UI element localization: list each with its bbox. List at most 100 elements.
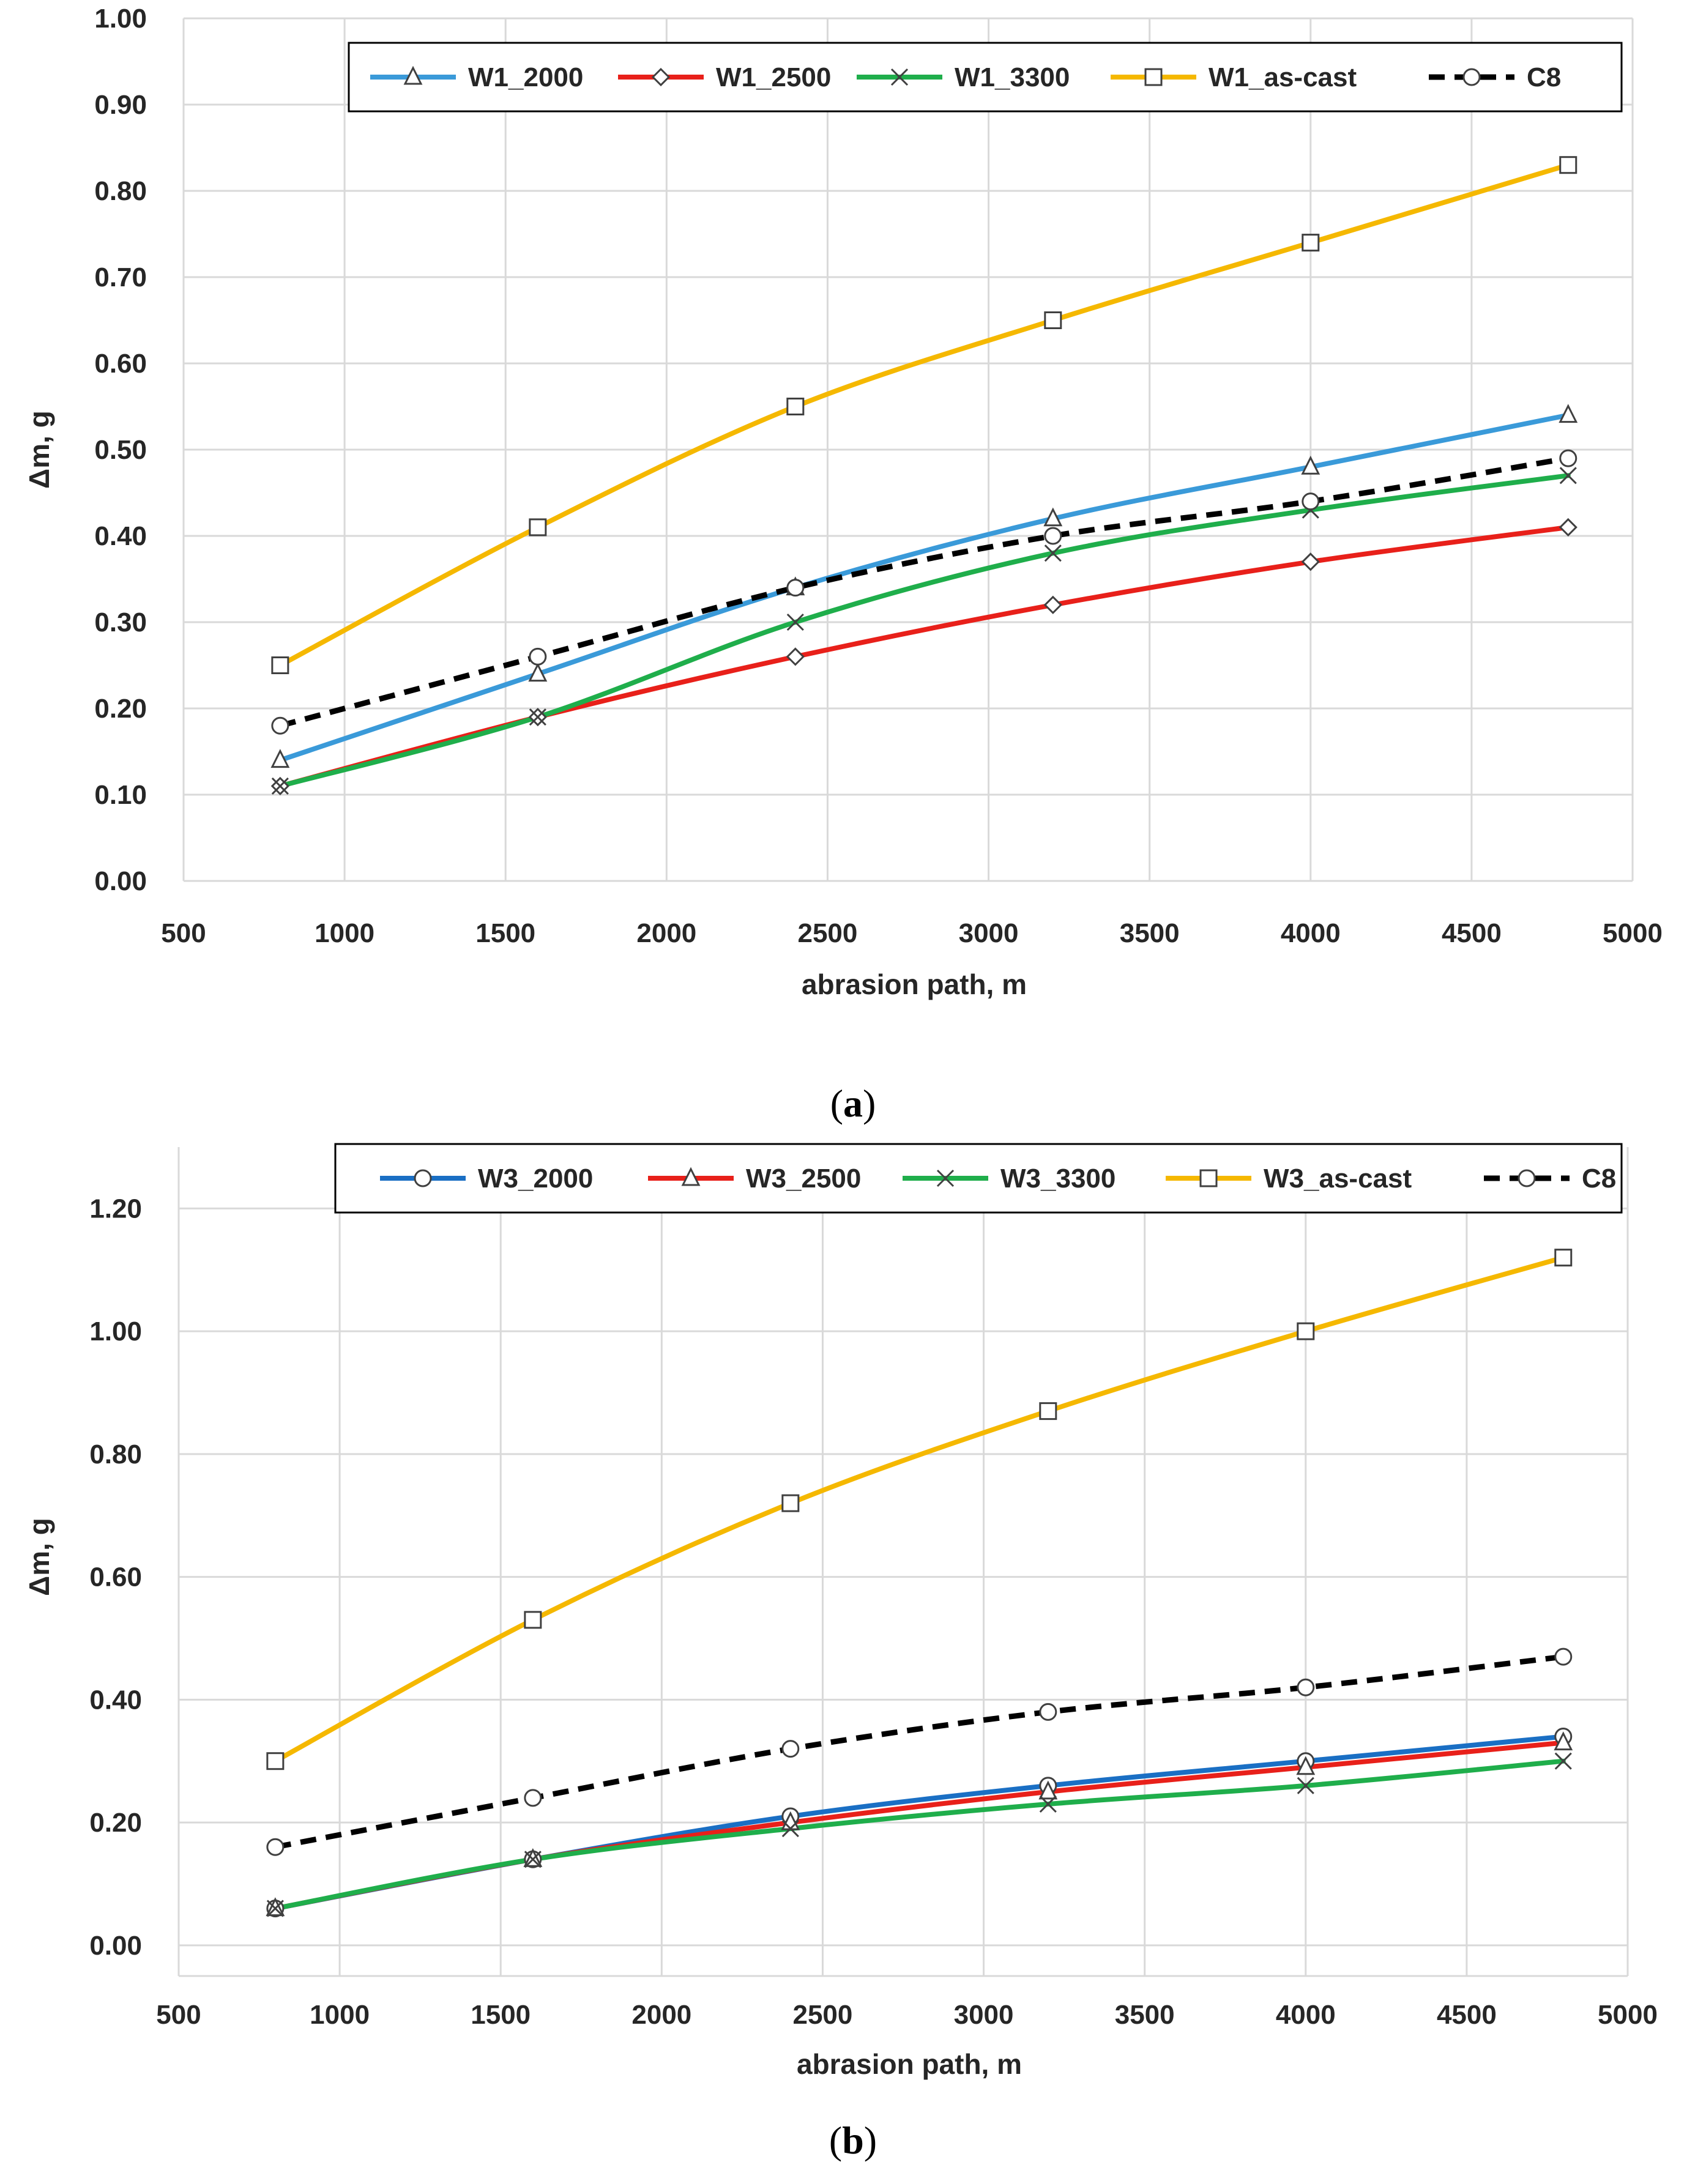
y-tick-label: 0.50 [94, 435, 147, 465]
data-point-C8 [1297, 1678, 1315, 1696]
x-tick-label: 3500 [1120, 918, 1180, 948]
legend-label: C8 [1527, 62, 1561, 92]
data-point-W1_3300 [271, 777, 289, 795]
series-line-W3_as-cast [272, 1255, 1566, 1764]
data-point-C8 [781, 1740, 800, 1758]
x-tick-label: 3500 [1115, 2000, 1175, 2030]
chart-panel-b: 0.00 0.20 0.40 0.60 0.80 1.00 1.20 500 1000 1500 2… [23, 1143, 1658, 2080]
y-tick-label: 0.20 [89, 1808, 142, 1838]
x-tick-label: 3000 [959, 918, 1019, 948]
series-line-W1_2000 [277, 412, 1571, 763]
legend-marker-W3_as-cast [1199, 1169, 1218, 1187]
y-tick-label: 0.70 [94, 262, 147, 292]
data-point-W1_as-cast [1559, 156, 1577, 174]
series-line-W1_2500 [277, 524, 1571, 789]
data-point-W3_as-cast [1297, 1322, 1315, 1340]
data-point-W1_as-cast [786, 398, 805, 415]
data-point-W1_as-cast [1044, 311, 1062, 329]
data-point-W1_2500 [786, 647, 805, 666]
legend-marker-W3_2000 [414, 1169, 432, 1187]
legend-marker-W1_2500 [651, 67, 671, 87]
series-line-W1_as-cast [277, 162, 1571, 668]
series-line-W3_3300 [272, 1758, 1566, 1911]
x-tick-label: 1500 [471, 2000, 531, 2030]
data-point-C8 [786, 579, 805, 597]
legend-label: W3_2500 [746, 1164, 861, 1194]
data-point-C8 [271, 716, 289, 735]
data-point-W1_2000 [528, 663, 548, 682]
caption-a-letter: a [843, 1082, 863, 1125]
legend-marker-W1_3300 [890, 68, 909, 86]
legend-label: W3_3300 [1000, 1164, 1116, 1194]
data-point-W1_3300 [786, 613, 804, 631]
y-tick-label: 0.00 [94, 866, 147, 896]
data-point-W1_as-cast [271, 656, 289, 674]
data-point-W1_3300 [529, 708, 546, 726]
y-tick-label: 0.90 [94, 90, 147, 120]
data-point-W1_3300 [1559, 467, 1577, 485]
series-line-W1_3300 [277, 473, 1571, 789]
data-point-W1_as-cast [529, 518, 547, 537]
y-tick-label: 1.00 [94, 4, 147, 34]
y-tick-label: 1.00 [89, 1317, 142, 1346]
series-line-C8 [275, 1654, 1564, 1850]
data-point-W1_2000 [270, 749, 290, 768]
x-tick-label: 5000 [1598, 2000, 1658, 2030]
y-axis-title: Δm, g [23, 1518, 55, 1596]
x-tick-label: 4500 [1442, 918, 1502, 948]
legend-box [348, 42, 1623, 113]
legend-marker-W1_2000 [403, 65, 423, 85]
x-tick-label: 5000 [1603, 918, 1663, 948]
x-tick-label: 4500 [1437, 2000, 1497, 2030]
data-point-W1_2500 [1043, 595, 1062, 614]
data-point-W3_2500 [1038, 1780, 1058, 1800]
y-tick-label: 0.00 [89, 1931, 142, 1961]
data-point-W1_2000 [1043, 507, 1063, 527]
legend-label: C8 [1582, 1164, 1616, 1194]
data-point-C8 [524, 1789, 542, 1807]
data-point-C8 [266, 1838, 285, 1856]
data-point-W1_2000 [1559, 404, 1578, 423]
data-point-W1_2500 [1301, 552, 1320, 571]
series-line-C8 [279, 455, 1569, 729]
y-tick-label: 0.40 [94, 521, 147, 551]
y-tick-label: 0.80 [94, 176, 147, 206]
data-point-W3_as-cast [1039, 1402, 1057, 1421]
data-point-C8 [1559, 449, 1577, 467]
data-point-C8 [1302, 492, 1320, 511]
data-point-W1_as-cast [1302, 234, 1320, 252]
data-point-W3_2500 [1554, 1731, 1573, 1751]
data-point-W3_3300 [1554, 1752, 1572, 1770]
data-point-W1_2500 [1559, 518, 1577, 537]
y-tick-label: 0.20 [94, 694, 147, 724]
x-axis-title: abrasion path, m [797, 2048, 1022, 2080]
y-tick-label: 1.20 [89, 1194, 142, 1224]
x-tick-label: 4000 [1281, 918, 1341, 948]
y-tick-label: 0.80 [89, 1439, 142, 1469]
data-point-W1_2000 [1301, 455, 1320, 475]
legend-label: W1_2500 [716, 62, 831, 92]
data-point-W3_as-cast [1554, 1249, 1573, 1267]
data-point-W3_as-cast [524, 1611, 542, 1629]
x-tick-label: 3000 [954, 2000, 1014, 2030]
data-point-C8 [529, 647, 547, 666]
legend-label: W1_2000 [468, 62, 583, 92]
y-tick-label: 0.10 [94, 780, 147, 810]
y-tick-label: 0.30 [94, 607, 147, 637]
y-axis-title: Δm, g [23, 410, 55, 489]
x-tick-label: 1500 [475, 918, 535, 948]
legend-label: W3_2000 [478, 1164, 593, 1194]
y-tick-label: 0.60 [89, 1562, 142, 1592]
y-tick-label: 0.60 [94, 349, 147, 379]
data-point-W3_3300 [1039, 1795, 1057, 1813]
caption-a: (a) [830, 1082, 876, 1125]
chart-panel-a: 0.00 0.10 0.20 0.30 0.40 0.50 0.60 0.70 0.80 0.90… [23, 4, 1663, 1000]
x-tick-label: 500 [161, 918, 206, 948]
legend-label: W1_3300 [955, 62, 1070, 92]
data-point-W3_2500 [1296, 1756, 1316, 1775]
legend-marker-C8 [1518, 1169, 1536, 1187]
caption-b: (b) [829, 2119, 877, 2162]
legend-label: W1_as-cast [1209, 62, 1357, 92]
legend-marker-W3_3300 [936, 1169, 955, 1187]
